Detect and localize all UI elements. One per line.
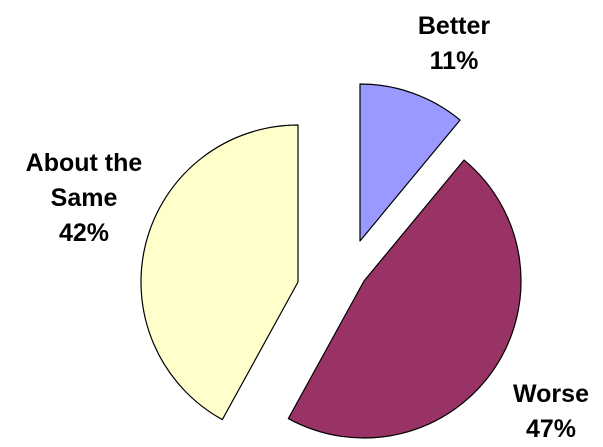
pie-label-worse-name: Worse (513, 380, 589, 408)
pie-label-better-percent: 11% (430, 47, 479, 75)
pie-label-about-the-same-name: About the (26, 149, 143, 177)
pie-label-better-name: Better (418, 12, 491, 40)
pie-label-about-the-same-percent: 42% (59, 219, 109, 247)
pie-labels: Better 11% Worse 47% About the Same 42% (26, 12, 589, 443)
pie-label-worse-percent: 47% (526, 415, 576, 443)
pie-slice-about-the-same (140, 124, 299, 421)
pie-slice-better (359, 83, 461, 242)
pie-slice-worse (287, 159, 522, 439)
pie-slices (140, 83, 522, 439)
pie-label-about-the-same-name: Same (51, 184, 118, 212)
